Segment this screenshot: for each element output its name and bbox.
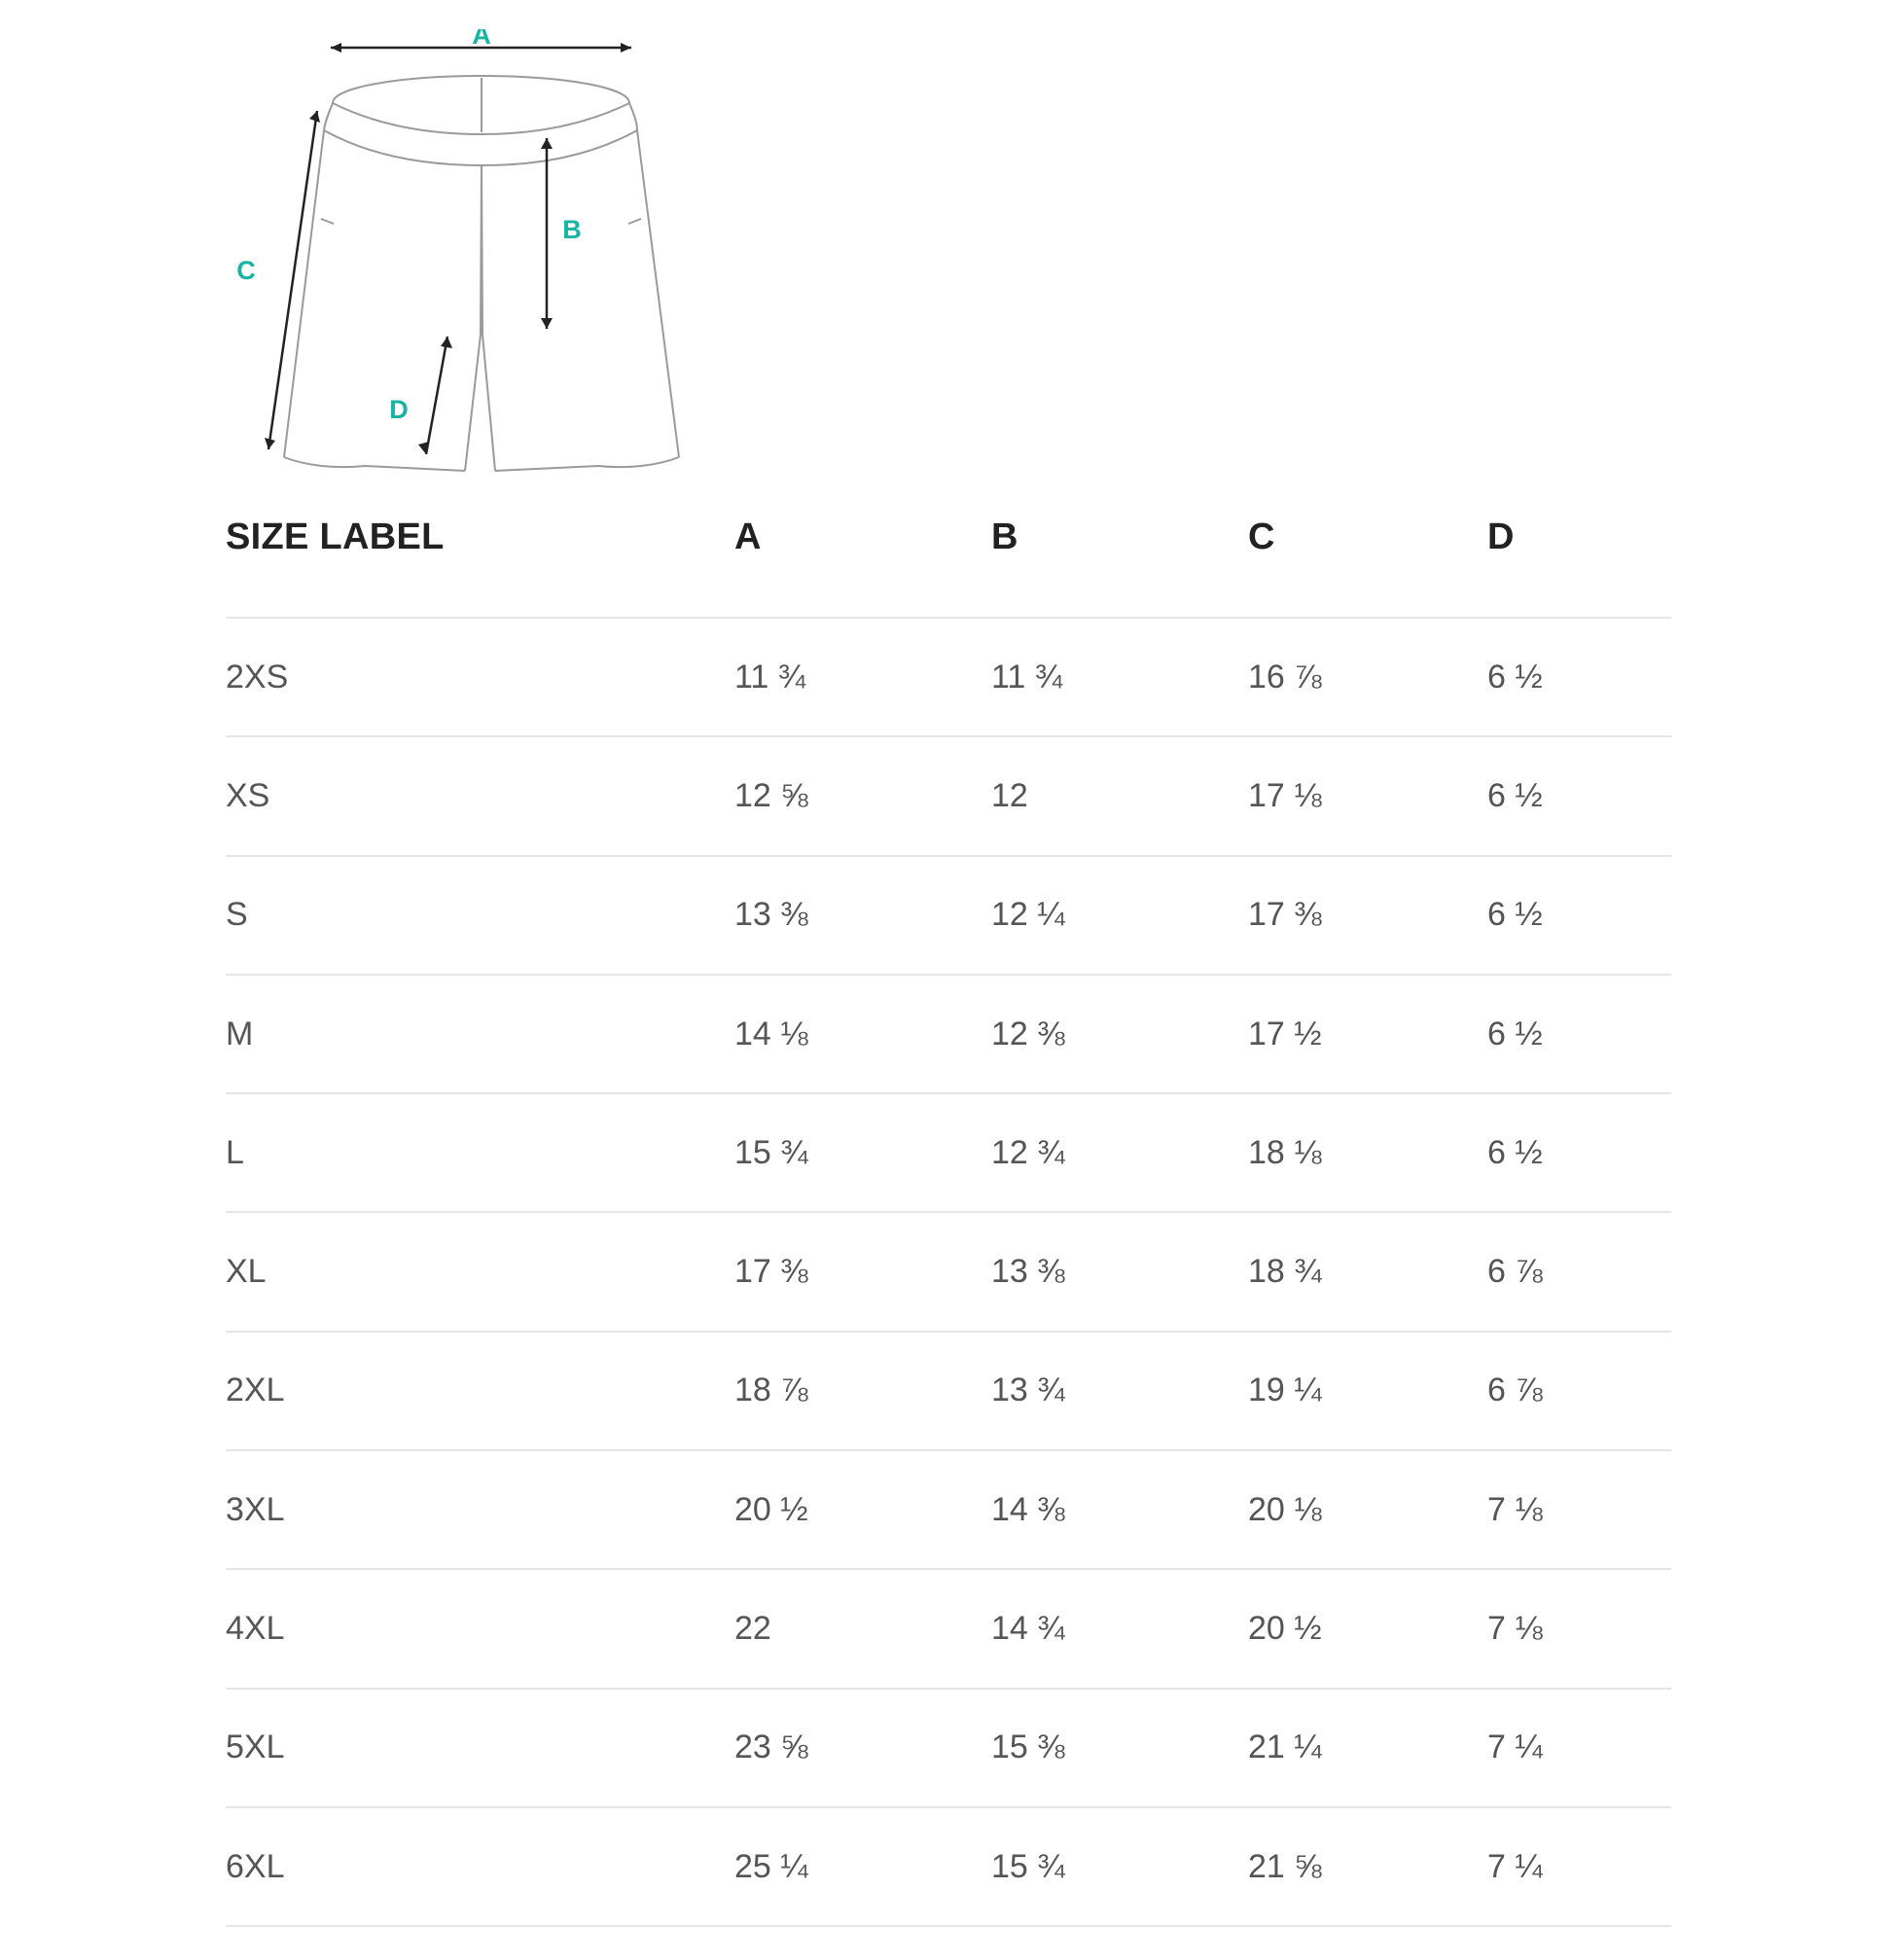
svg-text:B: B (562, 215, 582, 244)
svg-text:D: D (389, 395, 409, 424)
svg-text:C: C (236, 256, 256, 285)
svg-text:A: A (472, 29, 491, 50)
